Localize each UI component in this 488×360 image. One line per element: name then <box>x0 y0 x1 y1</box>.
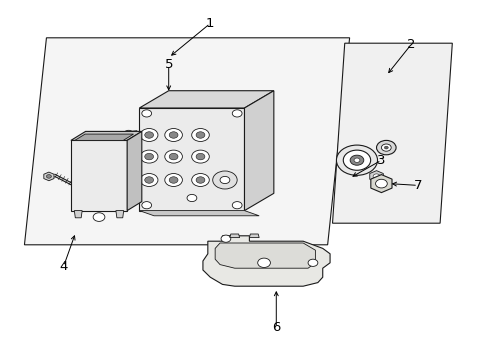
Circle shape <box>142 202 151 209</box>
Circle shape <box>196 132 204 138</box>
Circle shape <box>164 174 182 186</box>
Text: 1: 1 <box>205 17 214 30</box>
Circle shape <box>144 132 153 138</box>
Circle shape <box>140 150 158 163</box>
Circle shape <box>142 110 151 117</box>
Polygon shape <box>249 234 259 238</box>
Polygon shape <box>24 38 349 245</box>
Circle shape <box>164 129 182 141</box>
Circle shape <box>93 213 104 221</box>
Circle shape <box>232 110 242 117</box>
Circle shape <box>384 146 387 149</box>
Circle shape <box>123 130 133 138</box>
Circle shape <box>196 153 204 160</box>
Polygon shape <box>71 140 127 211</box>
Circle shape <box>196 177 204 183</box>
Polygon shape <box>203 236 329 286</box>
Circle shape <box>164 150 182 163</box>
Polygon shape <box>332 43 451 223</box>
Text: 2: 2 <box>406 39 414 51</box>
Circle shape <box>343 150 370 170</box>
Polygon shape <box>139 108 244 211</box>
Polygon shape <box>229 234 239 238</box>
Circle shape <box>169 132 178 138</box>
Circle shape <box>307 259 317 266</box>
Circle shape <box>140 174 158 186</box>
Polygon shape <box>74 211 82 218</box>
Polygon shape <box>75 134 133 140</box>
Text: 7: 7 <box>413 179 422 192</box>
Circle shape <box>353 158 359 162</box>
Circle shape <box>123 152 133 159</box>
Text: 5: 5 <box>164 58 173 71</box>
Circle shape <box>336 145 377 175</box>
Circle shape <box>232 202 242 209</box>
Circle shape <box>221 235 230 242</box>
Polygon shape <box>139 211 259 216</box>
Polygon shape <box>370 175 391 193</box>
Text: 3: 3 <box>376 154 385 167</box>
Polygon shape <box>244 91 273 211</box>
Circle shape <box>381 144 390 151</box>
Circle shape <box>349 155 363 165</box>
Circle shape <box>191 150 209 163</box>
Circle shape <box>144 153 153 160</box>
Polygon shape <box>71 131 142 140</box>
Circle shape <box>376 140 395 155</box>
Circle shape <box>123 174 133 181</box>
Text: 4: 4 <box>59 260 68 273</box>
Polygon shape <box>369 171 383 182</box>
Circle shape <box>46 175 51 178</box>
Text: 6: 6 <box>271 321 280 334</box>
Circle shape <box>144 177 153 183</box>
Polygon shape <box>116 211 123 218</box>
Circle shape <box>186 194 196 202</box>
Polygon shape <box>127 131 142 211</box>
Circle shape <box>191 174 209 186</box>
Circle shape <box>140 129 158 141</box>
Circle shape <box>220 176 229 184</box>
Circle shape <box>169 177 178 183</box>
Circle shape <box>169 153 178 160</box>
Circle shape <box>257 258 270 267</box>
Polygon shape <box>215 243 315 268</box>
Polygon shape <box>139 91 273 108</box>
Polygon shape <box>44 172 54 181</box>
Circle shape <box>191 129 209 141</box>
Circle shape <box>375 179 386 188</box>
Circle shape <box>212 171 237 189</box>
Circle shape <box>372 174 379 179</box>
